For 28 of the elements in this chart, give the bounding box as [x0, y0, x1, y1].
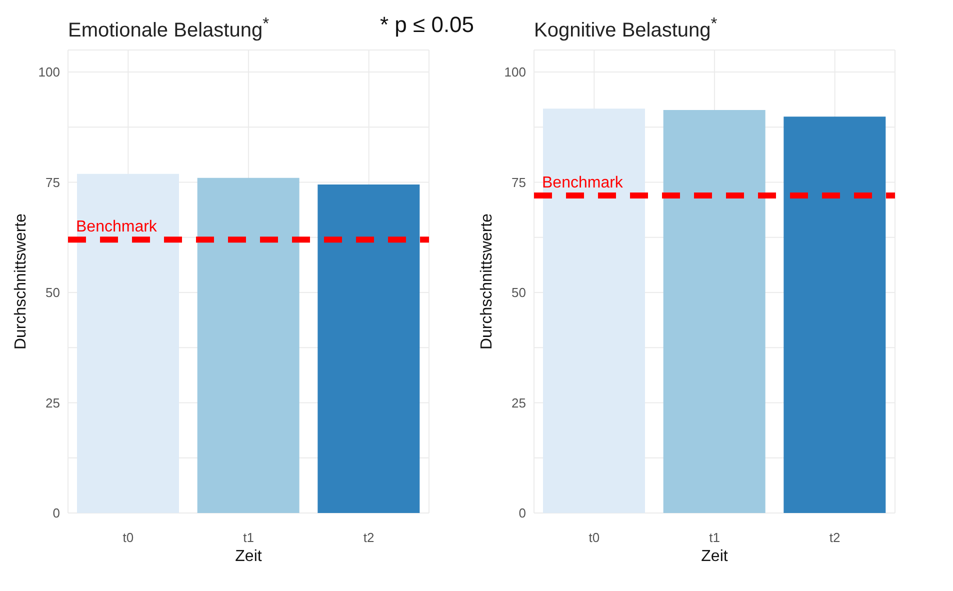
- y-tick-label: 25: [46, 395, 60, 410]
- x-tick-label: t0: [122, 530, 134, 546]
- chart-title: Emotionale Belastung$^{*}$: [68, 14, 270, 43]
- y-tick-label: 0: [518, 506, 526, 521]
- chart-title: Kognitive Belastung$^{*}$: [534, 14, 718, 43]
- x-tick-label: t1: [243, 530, 254, 546]
- y-tick-label: 50: [512, 285, 526, 300]
- y-tick-label: 75: [46, 174, 60, 190]
- bar: [318, 184, 420, 513]
- y-axis-title: Durchschnittswerte: [478, 213, 496, 350]
- y-tick-label: 25: [512, 395, 526, 410]
- y-tick-label: 50: [46, 285, 60, 300]
- y-tick-label: 100: [504, 64, 526, 80]
- x-axis-title: Zeit: [701, 548, 728, 565]
- y-tick-label: 100: [38, 64, 60, 80]
- ref-line-label: Benchmark: [76, 218, 158, 236]
- x-tick-label: t0: [588, 530, 600, 546]
- y-tick-label: 0: [52, 506, 60, 521]
- x-tick-label: t1: [709, 530, 720, 546]
- x-tick-label: t2: [363, 530, 374, 546]
- ref-line-label: Benchmark: [542, 174, 624, 192]
- x-axis-title: Zeit: [235, 548, 262, 565]
- y-tick-label: 75: [512, 174, 526, 190]
- bar: [197, 178, 300, 513]
- y-axis-title: Durchschnittswerte: [12, 213, 30, 350]
- bar: [77, 174, 179, 513]
- text: * p ≤ 0.05: [380, 12, 474, 38]
- x-tick-label: t2: [829, 530, 840, 546]
